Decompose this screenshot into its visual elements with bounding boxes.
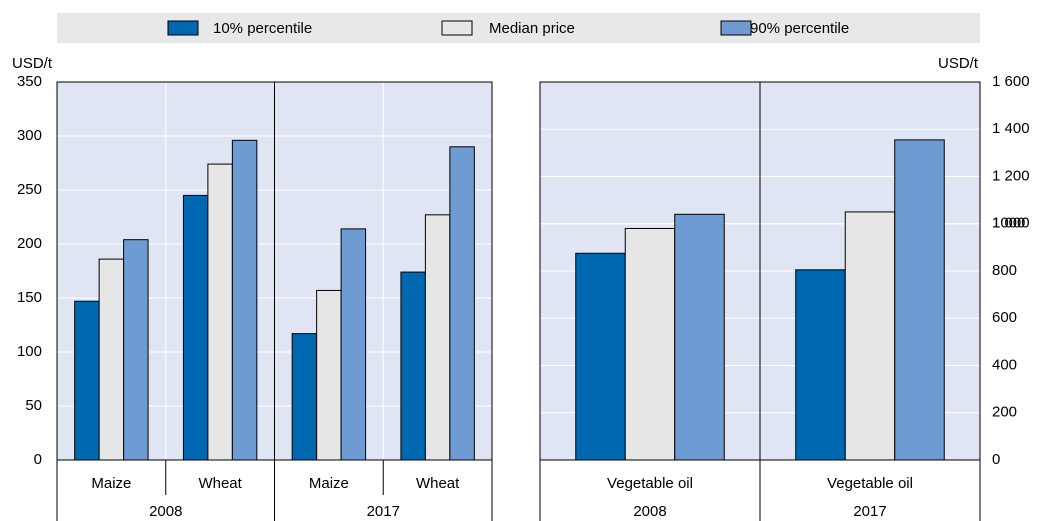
bar xyxy=(424,214,451,461)
group-label: 2017 xyxy=(853,503,886,520)
y-tick-label: 1 600 xyxy=(992,73,1030,90)
x-tick-label: Wheat xyxy=(416,475,460,492)
y-tick-label: 0 xyxy=(34,451,42,468)
y-tick-label: 100 xyxy=(17,343,42,360)
group-label: 2017 xyxy=(367,503,400,520)
x-tick-label: Vegetable oil xyxy=(607,475,693,492)
plot-border xyxy=(539,81,981,461)
y-axis-label: USD/t xyxy=(938,55,979,72)
bar xyxy=(575,252,626,461)
legend-background xyxy=(57,13,980,43)
x-tick-label: Maize xyxy=(91,475,131,492)
y-tick-label: 200 xyxy=(992,404,1017,421)
bar xyxy=(449,146,475,461)
y-tick-label: 350 xyxy=(17,73,42,90)
legend-swatch xyxy=(720,20,752,36)
bar xyxy=(844,211,896,461)
bar xyxy=(400,271,426,461)
y-tick-label: 400 xyxy=(992,356,1017,373)
bar xyxy=(98,258,125,461)
bar xyxy=(894,139,945,461)
y-tick-label: 600 xyxy=(992,309,1017,326)
bar xyxy=(291,333,318,461)
y-tick-label: 150 xyxy=(17,289,42,306)
y-tick-label: 800 xyxy=(992,262,1017,279)
y-tick-label: 1 400 xyxy=(992,120,1030,137)
bar xyxy=(123,239,149,461)
legend-label: 10% percentile xyxy=(213,20,312,37)
y-tick-label: 250 xyxy=(17,181,42,198)
y-axis-label: USD/t xyxy=(12,55,53,72)
bar xyxy=(231,139,258,461)
y-tick-label: 1000 xyxy=(992,215,1025,232)
bar xyxy=(674,213,725,461)
y-tick-label: 1 000 xyxy=(992,215,1030,232)
y-tick-label: 1 200 xyxy=(992,167,1030,184)
y-tick-label: 200 xyxy=(17,235,42,252)
bar xyxy=(795,269,846,461)
y-tick-label: 50 xyxy=(25,397,42,414)
x-tick-label: Vegetable oil xyxy=(827,475,913,492)
bar xyxy=(340,228,367,461)
bar xyxy=(74,300,100,461)
legend-label: 90% percentile xyxy=(750,20,849,37)
plot-border xyxy=(56,81,493,461)
bar xyxy=(182,194,209,461)
legend-label: Median price xyxy=(489,20,575,37)
group-label: 2008 xyxy=(633,503,666,520)
legend-swatch xyxy=(167,20,199,36)
x-tick-label: Wheat xyxy=(198,475,242,492)
y-tick-label: 300 xyxy=(17,127,42,144)
bar xyxy=(207,163,233,461)
bar xyxy=(624,227,676,461)
group-label: 2008 xyxy=(149,503,182,520)
y-tick-label: 0 xyxy=(992,451,1000,468)
x-tick-label: Maize xyxy=(309,475,349,492)
bar xyxy=(316,289,342,461)
legend-swatch xyxy=(441,20,473,36)
